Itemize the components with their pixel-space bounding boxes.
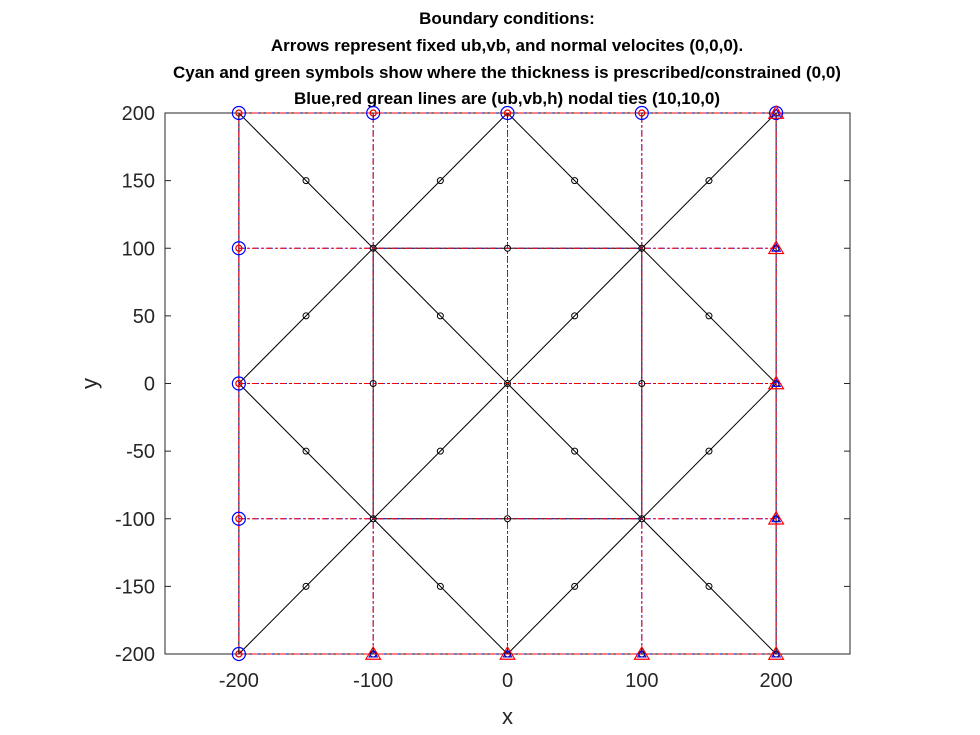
- triangle-marker: [633, 645, 651, 660]
- triangle-marker: [767, 240, 785, 255]
- mesh-node: [302, 582, 310, 590]
- mesh-node: [571, 312, 579, 320]
- triangle-marker: [767, 375, 785, 390]
- y-tick-label: 150: [122, 171, 155, 193]
- mesh-node: [436, 177, 444, 185]
- y-tick-label: 50: [133, 306, 155, 328]
- triangle-marker-inner: [771, 378, 782, 387]
- triangle-marker-inner: [771, 513, 782, 523]
- circle-marker-inner: [235, 515, 243, 523]
- mesh-node: [369, 515, 377, 523]
- circle-marker: [231, 511, 246, 526]
- x-tick-label: -100: [353, 670, 393, 692]
- y-tick-label: 200: [122, 103, 155, 125]
- mesh-node: [302, 177, 310, 185]
- y-tick-label: -150: [115, 576, 155, 598]
- nodal-tie-lines: [238, 112, 777, 655]
- circle-marker-inner: [235, 244, 243, 252]
- x-tick-label: -200: [219, 670, 259, 692]
- triangle-marker-inner: [502, 649, 513, 658]
- mesh-node: [436, 447, 444, 455]
- y-tick-label: -50: [126, 441, 155, 463]
- mesh-node: [504, 380, 511, 387]
- triangle-marker: [767, 645, 785, 660]
- mesh-node: [302, 447, 310, 455]
- mesh-node: [571, 177, 579, 185]
- mesh-node: [638, 515, 646, 523]
- triangle-marker-inner: [636, 649, 647, 658]
- mesh-node: [638, 244, 646, 252]
- y-tick-label: 100: [122, 238, 155, 260]
- y-axis-label: y: [77, 378, 102, 389]
- circle-marker-inner: [235, 379, 243, 388]
- mesh-node: [705, 177, 713, 185]
- title-line-2: Arrows represent fixed ub,vb, and normal…: [271, 36, 743, 55]
- mesh-node: [436, 582, 444, 590]
- circle-marker: [231, 646, 246, 662]
- triangle-marker: [767, 510, 785, 525]
- mesh-node: [504, 515, 511, 523]
- mesh-node: [302, 312, 310, 320]
- triangle-marker-inner: [771, 243, 782, 252]
- circle-marker: [500, 105, 515, 121]
- triangle-marker: [499, 645, 516, 660]
- triangle-marker-inner: [771, 649, 782, 658]
- mesh-node: [369, 380, 377, 387]
- y-tick-label: -100: [115, 509, 155, 531]
- circle-marker: [634, 105, 649, 121]
- boundary-markers: [231, 104, 785, 662]
- triangle-marker: [364, 645, 382, 660]
- circle-marker: [231, 105, 246, 121]
- mesh-node: [638, 380, 646, 387]
- circle-marker: [231, 241, 246, 256]
- mesh-node: [369, 244, 377, 252]
- chart-title: Boundary conditions: Arrows represent fi…: [173, 9, 841, 108]
- triangle-marker-inner: [368, 649, 379, 658]
- mesh-node: [705, 312, 713, 320]
- title-line-1: Boundary conditions:: [419, 9, 595, 28]
- x-tick-label: 0: [502, 670, 513, 692]
- mesh-node: [571, 582, 579, 590]
- axis-ticks: [165, 112, 850, 655]
- tick-labels: -200 -100 0 100 200 -200 -150 -100 -50 0 50 100 150 2…: [115, 103, 793, 692]
- mesh-node: [436, 312, 444, 320]
- mesh-node: [705, 582, 713, 590]
- mesh-node: [504, 244, 511, 252]
- circle-marker: [231, 376, 246, 391]
- title-line-3: Cyan and green symbols show where the th…: [173, 63, 841, 82]
- circle-marker: [366, 105, 381, 121]
- x-tick-label: 100: [625, 670, 658, 692]
- x-tick-label: 200: [759, 670, 792, 692]
- x-axis-label: x: [502, 704, 513, 729]
- y-tick-label: -200: [115, 644, 155, 666]
- mesh-node: [571, 447, 579, 455]
- mesh-node: [705, 447, 713, 455]
- y-tick-label: 0: [144, 374, 155, 396]
- title-line-4: Blue,red grean lines are (ub,vb,h) nodal…: [294, 89, 720, 108]
